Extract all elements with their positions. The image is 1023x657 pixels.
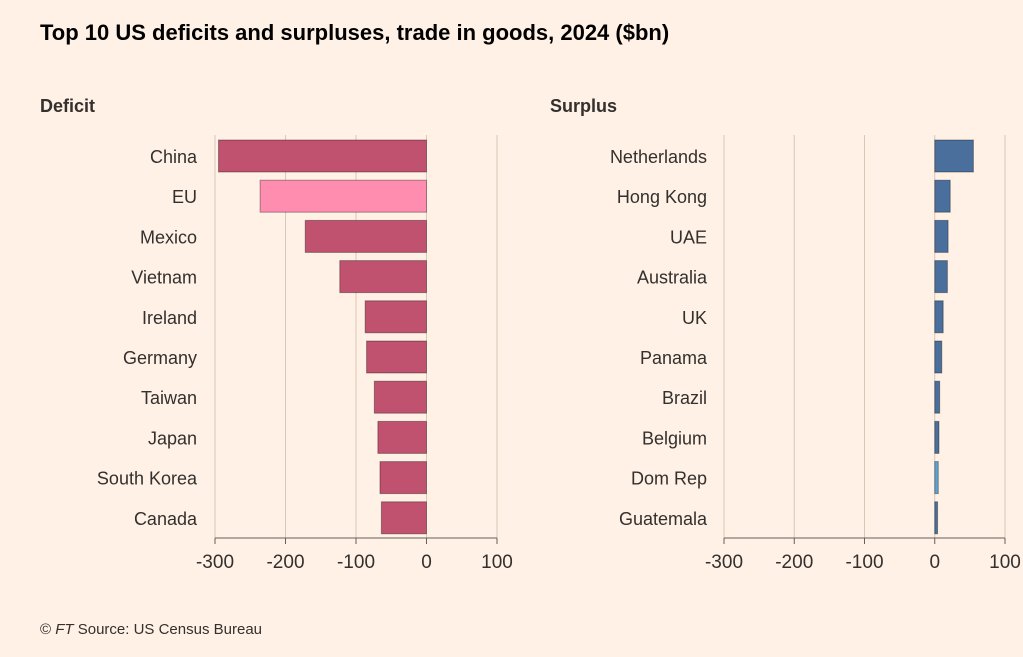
surplus-bar (934, 300, 944, 334)
source-note: © FT Source: US Census Bureau (40, 621, 262, 638)
deficit-bar (379, 461, 427, 495)
surplus-category-label: Panama (640, 348, 708, 368)
deficit-bar (380, 501, 428, 535)
surplus-tick-label: 100 (989, 552, 1021, 573)
deficit-category-label: Mexico (140, 227, 197, 247)
deficit-category-label: South Korea (97, 469, 198, 489)
surplus-category-label: Australia (637, 268, 708, 288)
surplus-tick-label: -300 (705, 552, 743, 573)
deficit-panel-title: Deficit (40, 96, 96, 116)
surplus-bar (934, 139, 974, 173)
deficit-bar (339, 260, 427, 294)
surplus-bar (934, 260, 948, 294)
deficit-category-label: Japan (148, 428, 197, 448)
surplus-tick-label: -100 (845, 552, 883, 573)
surplus-bar (934, 380, 941, 414)
surplus-panel-title: Surplus (550, 96, 618, 116)
surplus-tick-label: 0 (929, 552, 940, 573)
deficit-tick-label: -200 (266, 552, 304, 573)
deficit-bar (259, 179, 427, 213)
deficit-tick-label: -300 (196, 552, 234, 573)
deficit-category-label: China (150, 147, 198, 167)
surplus-bar (934, 420, 940, 454)
surplus-bar (934, 179, 951, 213)
deficit-tick-label: -100 (337, 552, 375, 573)
deficit-tick-label: 0 (421, 552, 432, 573)
deficit-tick-label: 100 (481, 552, 513, 573)
source-text: Source: US Census Bureau (77, 621, 262, 638)
deficit-bar (373, 380, 427, 414)
surplus-category-label: Guatemala (619, 509, 708, 529)
deficit-category-label: EU (172, 187, 197, 207)
surplus-category-label: UK (682, 308, 707, 328)
surplus-bar (934, 340, 943, 374)
deficit-category-label: Ireland (142, 308, 197, 328)
deficit-bar (304, 219, 427, 253)
copyright-symbol: © (40, 621, 52, 638)
surplus-category-label: UAE (670, 227, 707, 247)
deficit-category-label: Taiwan (141, 388, 197, 408)
deficit-bar (366, 340, 428, 374)
surplus-category-label: Dom Rep (631, 469, 707, 489)
surplus-tick-label: -200 (775, 552, 813, 573)
surplus-bar (934, 219, 949, 253)
surplus-category-label: Brazil (662, 388, 707, 408)
deficit-category-label: Vietnam (131, 268, 197, 288)
surplus-category-label: Netherlands (610, 147, 707, 167)
deficit-bar (218, 139, 427, 173)
ft-brand: FT (55, 621, 74, 638)
surplus-bar (934, 501, 939, 535)
surplus-bar (934, 461, 939, 495)
deficit-category-label: Germany (123, 348, 197, 368)
surplus-category-label: Belgium (642, 428, 707, 448)
surplus-category-label: Hong Kong (617, 187, 707, 207)
deficit-bar (377, 420, 428, 454)
deficit-category-label: Canada (134, 509, 198, 529)
deficit-bar (364, 300, 428, 334)
chart-title: Top 10 US deficits and surpluses, trade … (40, 20, 670, 45)
